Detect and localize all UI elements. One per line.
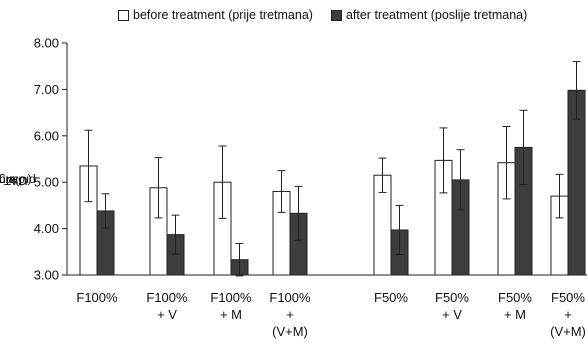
legend-label-before: before treatment (prije tretmana) xyxy=(133,8,313,22)
x-category-label: F50% xyxy=(498,290,532,305)
x-category-label: + V xyxy=(157,307,177,322)
x-category-label: + M xyxy=(220,307,242,322)
x-category-label: F50% xyxy=(435,290,469,305)
legend-label-after: after treatment (poslije tretmana) xyxy=(345,8,528,22)
x-category-label: + xyxy=(564,307,572,322)
legend-item-after: after treatment (poslije tretmana) xyxy=(330,8,528,22)
x-category-label: F100% xyxy=(76,290,118,305)
y-tick-label: 6.00 xyxy=(34,128,59,143)
legend-swatch-before xyxy=(118,9,129,21)
y-tick-label: 3.00 xyxy=(34,268,59,283)
y-tick-label: 4.00 xyxy=(34,221,59,236)
x-category-label: + V xyxy=(442,307,462,322)
x-category-label: F100% xyxy=(269,290,311,305)
x-category-label: F50% xyxy=(551,290,585,305)
legend-item-before: before treatment (prije tretmana) xyxy=(118,8,313,22)
x-category-label: F100% xyxy=(146,290,188,305)
x-category-label: + xyxy=(286,307,294,322)
x-category-label: F100% xyxy=(210,290,252,305)
chart-legend: before treatment (prije tretmana) after … xyxy=(118,8,527,22)
y-tick-label: 5.00 xyxy=(34,175,59,190)
x-category-label: (V+M) xyxy=(550,324,586,339)
y-tick-label: 7.00 xyxy=(34,82,59,97)
y-tick-label: 8.00 xyxy=(34,36,59,51)
x-category-label: (V+M) xyxy=(272,324,308,339)
x-category-label: F50% xyxy=(374,290,408,305)
legend-swatch-after xyxy=(330,9,342,21)
x-category-label: + M xyxy=(504,307,526,322)
